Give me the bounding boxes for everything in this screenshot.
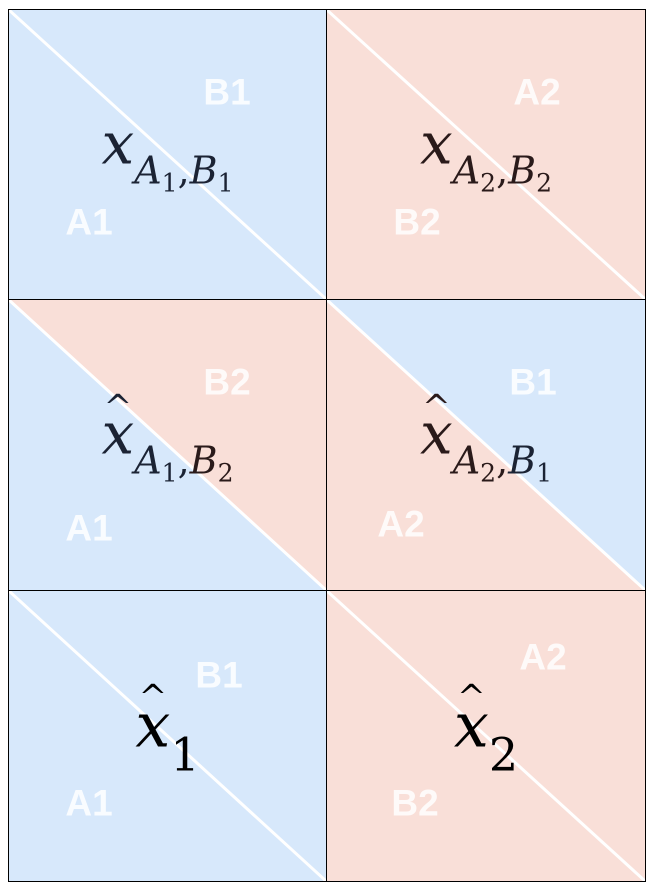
lower-region-label: A1 [65,782,113,824]
diagonal-line [9,591,326,881]
cell-background [327,300,645,590]
lower-region-label: B2 [393,201,441,243]
formula-symbol: x [419,399,453,468]
cell-xhat-1: B1 A1 x ^ 1 [8,591,327,882]
diagonal-line [327,300,645,590]
upper-region-label: B2 [203,361,251,403]
formula-sub-a: A [134,148,162,192]
formula-sub-b: B [508,438,537,483]
cell-xhat-a2-b1: B1 A2 x ^ A2,B1 [327,300,646,591]
upper-region-label: B1 [203,71,251,113]
formula-sub-a-index: 2 [480,168,497,197]
formula-symbol: x [135,688,171,762]
upper-region-label: A2 [519,636,567,678]
formula-separator: , [496,438,509,483]
lower-region-label: A1 [65,507,113,549]
cell-background [327,10,645,299]
upper-region-label: B1 [195,654,243,696]
formula: x ^ A2,B1 [420,391,553,488]
hat-accent: ^ [457,677,486,718]
hat-accent: ^ [138,677,168,718]
hat-accent: ^ [422,387,451,428]
cell-xhat-2: A2 B2 x ^ 2 [327,591,646,882]
diagonal-line [9,10,326,299]
lower-region-label: B2 [391,782,439,824]
formula-sub-b-index: 1 [536,458,553,488]
diagram-grid: B1 A1 xA1,B1 A2 B2 xA2,B2 B2 A1 x ^ A1,B2 [8,9,646,882]
formula-sub-a-index: 1 [161,458,178,488]
formula-separator: , [177,438,190,483]
formula-symbol: x [453,688,489,762]
formula-sub-a: A [452,148,481,192]
formula-symbol: x [419,109,453,177]
formula: xA2,B2 [420,114,552,195]
upper-region-label: B1 [509,361,557,403]
lower-region-label: A2 [377,503,425,545]
formula-sub-b-index: 2 [217,458,234,488]
cell-background [9,591,326,881]
formula: x ^ 2 [454,681,518,778]
formula-sub-b: B [189,148,218,192]
formula-sub-b-index: 2 [536,168,553,197]
formula-symbol: x [101,109,135,177]
formula-sub-b: B [508,148,537,192]
cell-background [327,591,645,881]
lower-region-label: A1 [65,201,113,243]
formula-sub-b: B [189,438,218,483]
formula-sub-a: A [134,438,162,483]
formula-separator: , [177,148,190,192]
upper-region-label: A2 [513,71,561,113]
cell-background [9,300,326,590]
formula-subscript: 1 [170,727,200,782]
diagonal-line [327,591,645,881]
formula-sub-a-index: 2 [480,458,497,488]
diagonal-line [9,300,326,590]
formula-symbol: x [101,399,135,468]
cell-background [9,10,326,299]
cell-x-a1-b1: B1 A1 xA1,B1 [8,9,327,300]
formula-sub-b-index: 1 [217,168,234,197]
hat-accent: ^ [103,387,133,428]
formula-sub-a-index: 1 [161,168,178,197]
formula-sub-a: A [452,438,481,483]
formula: xA1,B1 [101,114,233,195]
cell-xhat-a1-b2: B2 A1 x ^ A1,B2 [8,300,327,591]
formula-subscript: 2 [488,727,519,782]
formula: x ^ 1 [135,681,199,778]
diagonal-line [327,10,645,299]
cell-x-a2-b2: A2 B2 xA2,B2 [327,9,646,300]
formula: x ^ A1,B2 [101,391,234,488]
formula-separator: , [496,148,509,192]
